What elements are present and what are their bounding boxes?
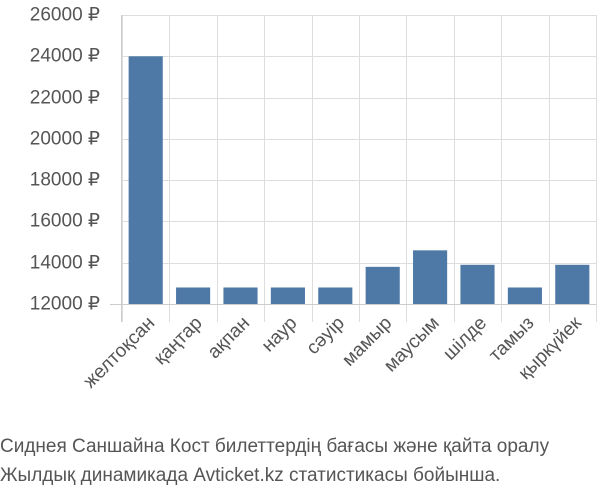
y-tick-label: 24000 ₽ <box>30 46 100 67</box>
y-tick-label: 16000 ₽ <box>30 211 100 232</box>
x-tick-label: желтоқсан <box>80 313 160 393</box>
bar-4 <box>270 287 305 304</box>
price-bar-chart: 12000 ₽ 14000 ₽ 16000 ₽ 18000 ₽ 20000 ₽ 22000… <box>30 5 597 392</box>
y-tick-label: 18000 ₽ <box>30 170 100 191</box>
bar-1 <box>128 56 163 305</box>
bar-9 <box>507 287 542 304</box>
x-tick-label: ақпан <box>204 313 254 363</box>
x-tick-label: қаңтар <box>150 313 207 370</box>
y-tick-label: 14000 ₽ <box>30 253 100 274</box>
y-tick-label: 12000 ₽ <box>30 294 100 315</box>
y-tick-label: 20000 ₽ <box>30 129 100 150</box>
bar-6 <box>365 266 400 304</box>
y-tick-label: 26000 ₽ <box>30 5 100 26</box>
y-tick-labels: 12000 ₽ 14000 ₽ 16000 ₽ 18000 ₽ 20000 ₽ 22000… <box>30 5 100 315</box>
grid-lines <box>122 15 597 322</box>
chart-caption-line-1: Сиднея Саншайна Кост билеттердің бағасы … <box>0 436 550 457</box>
bars <box>128 56 590 305</box>
bar-10 <box>555 264 590 304</box>
chart-caption-line-2: Жылдық динамикада Avticket.kz статистика… <box>0 465 501 486</box>
bar-2 <box>176 287 211 304</box>
x-tick-label: шілде <box>439 313 491 365</box>
axes <box>110 15 596 322</box>
bar-8 <box>460 264 495 304</box>
bar-3 <box>223 287 258 304</box>
y-tick-label: 22000 ₽ <box>30 88 100 109</box>
bar-7 <box>413 250 448 304</box>
bar-5 <box>318 287 353 304</box>
